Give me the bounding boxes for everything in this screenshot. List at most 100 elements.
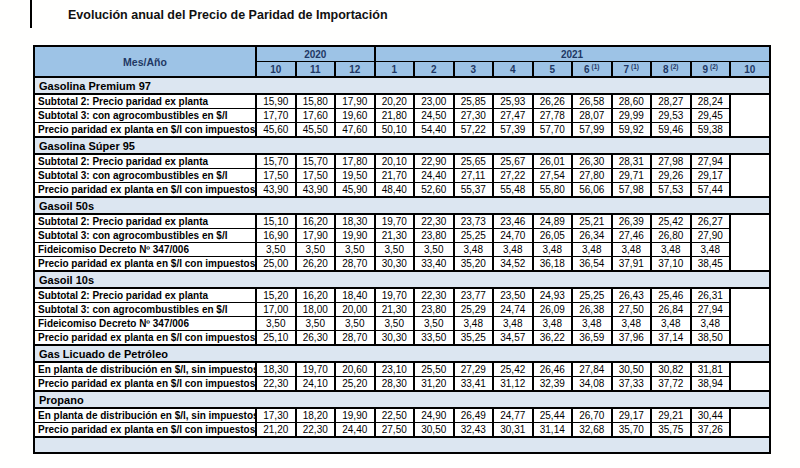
value-cell: 59,46 <box>651 123 691 138</box>
value-cell: 3,50 <box>256 317 296 331</box>
value-cell: 15,80 <box>296 94 336 109</box>
value-cell: 3,48 <box>651 243 691 257</box>
value-cell: 3,50 <box>296 243 336 257</box>
value-cell: 17,00 <box>256 303 296 317</box>
value-cell: 29,71 <box>612 169 652 183</box>
row-label: Precio paridad ex planta en $/l con impu… <box>34 123 256 138</box>
value-cell: 43,90 <box>296 183 336 198</box>
value-cell: 59,92 <box>612 123 652 138</box>
row-label: Subtotal 2: Precio paridad ex planta <box>34 154 256 169</box>
value-cell: 28,31 <box>612 154 652 169</box>
value-cell: 26,70 <box>572 408 612 423</box>
table-row: Precio paridad ex planta en $/l con impu… <box>34 123 770 138</box>
value-cell: 47,60 <box>335 123 375 138</box>
value-cell: 24,90 <box>414 408 454 423</box>
value-cell: 54,40 <box>414 123 454 138</box>
value-cell: 26,31 <box>691 288 731 303</box>
value-cell: 18,20 <box>296 408 336 423</box>
value-cell: 28,70 <box>335 331 375 346</box>
value-cell: 29,17 <box>691 169 731 183</box>
section-row: Gasoil 10s <box>34 271 770 288</box>
row-label: Precio paridad ex planta en $/l con impu… <box>34 331 256 346</box>
value-cell: 27,94 <box>691 303 731 317</box>
value-cell: 17,80 <box>335 154 375 169</box>
value-cell: 37,26 <box>691 423 731 438</box>
value-cell: 3,48 <box>533 317 573 331</box>
page-border-fragment <box>30 0 32 28</box>
table-row: Precio paridad ex planta en $/l con impu… <box>34 331 770 346</box>
value-cell: 33,50 <box>414 331 454 346</box>
value-cell: 30,30 <box>375 331 415 346</box>
month-footnote-ref: (1) <box>590 63 600 70</box>
value-cell: 30,82 <box>651 362 691 377</box>
value-cell: 3,48 <box>454 317 494 331</box>
value-cell: 3,48 <box>612 243 652 257</box>
value-cell: 48,40 <box>375 183 415 198</box>
value-cell: 34,57 <box>493 331 533 346</box>
value-cell: 23,10 <box>375 362 415 377</box>
value-cell: 28,60 <box>612 94 652 109</box>
value-cell: 19,90 <box>335 408 375 423</box>
value-cell: 31,12 <box>493 377 533 392</box>
value-cell: 36,22 <box>533 331 573 346</box>
value-cell: 22,30 <box>414 214 454 229</box>
value-cell: 27,47 <box>493 109 533 123</box>
value-cell: 37,33 <box>612 377 652 392</box>
month-header-1: 1 <box>375 62 415 78</box>
section-row: Gasolina Súper 95 <box>34 137 770 154</box>
table-row: Subtotal 3: con agrocombustibles en $/l1… <box>34 303 770 317</box>
value-cell: 25,85 <box>454 94 494 109</box>
value-cell: 27,54 <box>533 169 573 183</box>
table-row: Subtotal 2: Precio paridad ex planta15,1… <box>34 214 770 229</box>
value-cell: 25,93 <box>493 94 533 109</box>
value-cell: 18,00 <box>296 303 336 317</box>
table-row: Subtotal 3: con agrocombustibles en $/l1… <box>34 109 770 123</box>
value-cell: 28,30 <box>375 377 415 392</box>
bottom-filler-cell <box>34 437 770 453</box>
value-cell: 26,05 <box>533 229 573 243</box>
row-label: Subtotal 2: Precio paridad ex planta <box>34 214 256 229</box>
value-cell: 27,84 <box>572 362 612 377</box>
value-cell: 32,68 <box>572 423 612 438</box>
value-cell: 21,80 <box>375 109 415 123</box>
value-cell: 17,70 <box>256 109 296 123</box>
table-row: En planta de distribución en $/l, sin im… <box>34 362 770 377</box>
table-row: Subtotal 2: Precio paridad ex planta15,9… <box>34 94 770 109</box>
value-cell: 15,20 <box>256 288 296 303</box>
value-cell: 32,43 <box>454 423 494 438</box>
value-cell: 3,48 <box>651 317 691 331</box>
value-cell: 26,30 <box>296 331 336 346</box>
value-cell: 29,45 <box>691 109 731 123</box>
empty-month-cell <box>730 154 770 197</box>
value-cell: 3,50 <box>375 317 415 331</box>
value-cell: 22,30 <box>414 288 454 303</box>
value-cell: 20,60 <box>335 362 375 377</box>
value-cell: 24,89 <box>533 214 573 229</box>
month-header-9: 9 (2) <box>691 62 731 78</box>
value-cell: 19,70 <box>375 214 415 229</box>
value-cell: 16,90 <box>256 229 296 243</box>
table-row: Precio paridad ex planta en $/l con impu… <box>34 423 770 438</box>
value-cell: 25,21 <box>572 214 612 229</box>
month-header-10: 10 <box>256 62 296 78</box>
value-cell: 26,01 <box>533 154 573 169</box>
value-cell: 24,77 <box>493 408 533 423</box>
month-header-3: 3 <box>454 62 494 78</box>
value-cell: 15,70 <box>256 154 296 169</box>
value-cell: 23,80 <box>414 229 454 243</box>
value-cell: 26,34 <box>572 229 612 243</box>
value-cell: 19,70 <box>375 288 415 303</box>
value-cell: 31,14 <box>533 423 573 438</box>
value-cell: 55,37 <box>454 183 494 198</box>
row-label: En planta de distribución en $/l, sin im… <box>34 408 256 423</box>
value-cell: 29,21 <box>651 408 691 423</box>
value-cell: 24,50 <box>414 109 454 123</box>
table-row: Subtotal 2: Precio paridad ex planta15,2… <box>34 288 770 303</box>
value-cell: 55,80 <box>533 183 573 198</box>
value-cell: 57,22 <box>454 123 494 138</box>
value-cell: 26,46 <box>533 362 573 377</box>
value-cell: 22,50 <box>375 408 415 423</box>
value-cell: 3,48 <box>612 317 652 331</box>
value-cell: 3,50 <box>256 243 296 257</box>
value-cell: 28,27 <box>651 94 691 109</box>
